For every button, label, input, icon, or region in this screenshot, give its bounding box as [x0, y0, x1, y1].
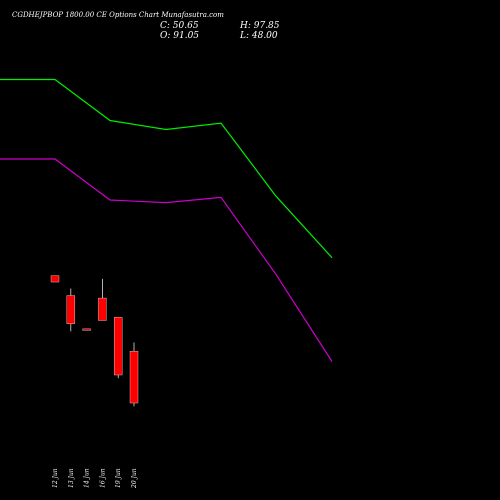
- open-value: O: 91.05: [160, 31, 199, 41]
- candle-14-jun: [82, 328, 91, 331]
- candle-body: [98, 297, 107, 321]
- candle-body: [82, 328, 91, 331]
- chart-title: CGDHEJPBOP 1800.00 CE Options Chart Muna…: [12, 11, 224, 19]
- x-tick-label: 14 Jun: [84, 468, 91, 488]
- candle-16-jun: [98, 278, 107, 321]
- x-tick-label: 19 Jun: [115, 468, 122, 488]
- indicator-line-1: [0, 78, 333, 259]
- candle-13-jun: [66, 288, 76, 332]
- x-axis-ticks: 12 Jun 13 Jun 14 Jun 16 Jun 19 Jun 20 Jun: [52, 468, 138, 489]
- candles: [50, 275, 139, 407]
- x-tick-label: 13 Jun: [68, 468, 75, 488]
- low-value: L: 48.00: [239, 31, 278, 41]
- candle-20-jun: [129, 342, 139, 407]
- candle-body: [113, 317, 123, 376]
- candle-body: [129, 351, 139, 404]
- candle-12-jun: [50, 275, 60, 283]
- candle-body: [66, 295, 76, 324]
- indicator-line-2: [0, 158, 333, 362]
- x-tick-label: 20 Jun: [131, 468, 138, 489]
- indicator-lines: [0, 78, 333, 362]
- x-tick-label: 12 Jun: [52, 468, 59, 488]
- candle-19-jun: [113, 317, 123, 379]
- high-value: H: 97.85: [239, 21, 280, 31]
- close-value: C: 50.65: [160, 21, 199, 31]
- x-tick-label: 16 Jun: [99, 468, 106, 488]
- candle-body: [50, 275, 60, 283]
